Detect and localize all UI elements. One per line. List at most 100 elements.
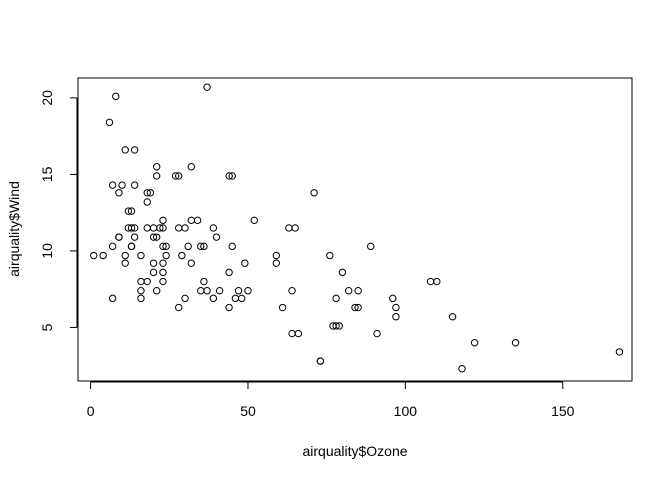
x-tick-label: 50 [240, 403, 256, 419]
data-point [203, 83, 211, 91]
data-point [137, 287, 145, 295]
data-point [285, 224, 293, 232]
y-tick-label: 10 [39, 243, 55, 259]
y-tick-label: 5 [39, 323, 55, 331]
data-point [152, 233, 161, 241]
data-point [149, 268, 158, 277]
data-point [187, 163, 196, 171]
data-point [234, 287, 243, 295]
data-point [149, 259, 158, 267]
data-point [112, 92, 120, 101]
data-point [115, 233, 123, 241]
data-point [143, 198, 151, 206]
data-point [288, 287, 296, 295]
data-point [200, 242, 208, 251]
data-point [335, 322, 343, 330]
data-point [200, 277, 208, 286]
y-tick-label: 20 [39, 90, 55, 106]
x-axis: 0 50 100 150 [87, 381, 575, 419]
data-point [338, 268, 347, 277]
data-point [137, 251, 145, 260]
data-point [121, 146, 129, 154]
x-tick-label: 100 [394, 403, 418, 419]
data-point [162, 242, 170, 251]
data-point [426, 277, 435, 286]
data-point [332, 322, 340, 330]
data-point [121, 259, 129, 267]
data-point [187, 259, 196, 267]
plot-box [77, 77, 633, 382]
data-point [130, 181, 139, 189]
data-point [197, 242, 205, 251]
data-point [272, 259, 281, 267]
data-point [345, 287, 353, 295]
data-point [159, 259, 167, 267]
data-point [130, 233, 139, 241]
data-point [193, 216, 202, 225]
data-point [448, 313, 457, 321]
data-points [90, 83, 624, 373]
data-point [118, 181, 126, 189]
data-point [159, 216, 167, 225]
data-point [615, 348, 624, 356]
data-point [152, 287, 161, 295]
data-point [511, 339, 520, 347]
data-point [115, 189, 123, 197]
x-axis-label: airquality$Ozone [302, 443, 407, 459]
x-tick-label: 0 [87, 403, 95, 419]
data-point [159, 242, 167, 251]
data-point [175, 224, 183, 232]
data-point [149, 233, 158, 241]
data-point [228, 242, 236, 251]
data-point [159, 224, 167, 232]
data-point [143, 277, 151, 286]
data-point [212, 233, 221, 241]
data-point [241, 259, 249, 267]
data-point [373, 329, 381, 338]
data-point [225, 303, 233, 312]
y-axis-label: airquality$Wind [6, 181, 22, 277]
data-point [326, 251, 334, 260]
data-point [171, 172, 180, 180]
data-point [149, 224, 158, 232]
data-point [143, 189, 151, 197]
data-point [124, 207, 133, 215]
data-point [152, 163, 161, 171]
data-point [108, 242, 117, 251]
data-point [127, 207, 136, 215]
data-point [433, 277, 441, 286]
data-point [181, 224, 189, 232]
data-point [225, 172, 233, 180]
data-point [392, 303, 400, 312]
data-point [225, 268, 233, 277]
data-point [203, 287, 211, 295]
y-tick-label: 15 [39, 166, 55, 182]
data-point [231, 294, 240, 303]
data-point [244, 287, 252, 295]
data-point [458, 365, 466, 373]
data-point [237, 294, 246, 303]
data-point [108, 181, 117, 189]
data-point [288, 329, 296, 338]
data-point [354, 303, 362, 312]
data-point [121, 251, 129, 260]
data-point [124, 224, 133, 232]
data-point [187, 216, 196, 225]
x-tick-label: 150 [551, 403, 575, 419]
data-point [175, 303, 183, 312]
data-point [146, 189, 155, 197]
data-point [127, 242, 136, 251]
data-point [389, 294, 397, 303]
data-point [127, 224, 136, 232]
data-point [294, 329, 303, 338]
data-point [209, 294, 218, 303]
data-point [316, 357, 325, 365]
data-point [90, 251, 98, 260]
data-point [392, 313, 400, 321]
data-point [137, 294, 145, 303]
data-point [470, 339, 479, 347]
data-point [162, 251, 170, 260]
data-point [332, 294, 340, 303]
data-point [197, 287, 205, 295]
